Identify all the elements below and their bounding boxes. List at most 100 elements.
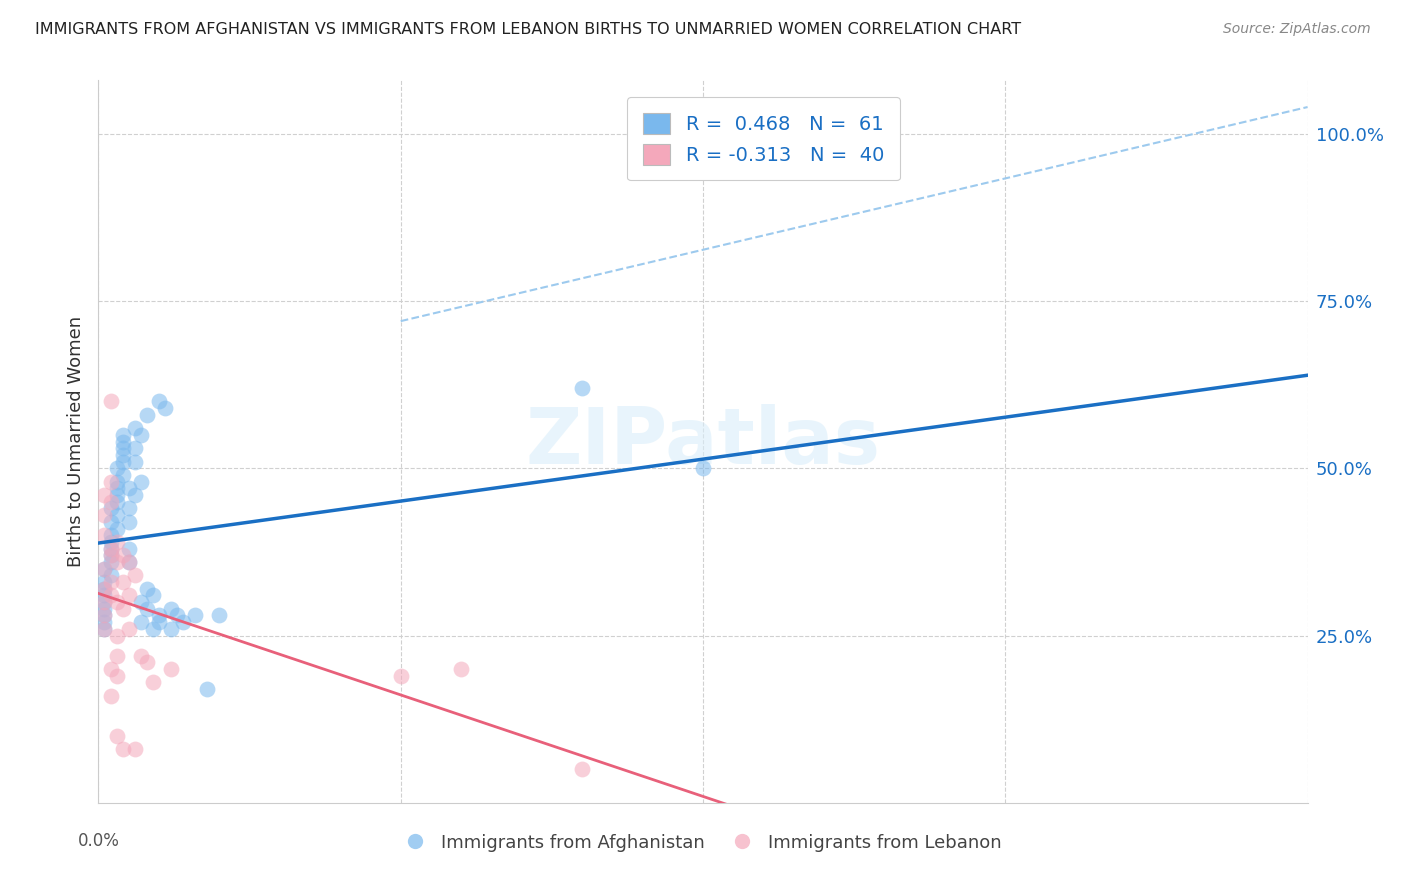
Point [160, 622, 183, 636]
Point [93, 582, 115, 596]
Point [571, 762, 593, 776]
Point [111, 442, 134, 455]
Point [93, 562, 115, 576]
Point [93, 582, 115, 596]
Point [93, 608, 115, 623]
Text: 0.0%: 0.0% [77, 831, 120, 850]
Point [135, 582, 157, 596]
Point [118, 501, 141, 516]
Point [100, 589, 122, 603]
Point [100, 515, 122, 529]
Point [105, 488, 128, 502]
Point [129, 475, 152, 489]
Point [105, 461, 128, 475]
Point [135, 408, 157, 422]
Point [124, 568, 146, 582]
Point [111, 448, 134, 462]
Point [124, 421, 146, 435]
Point [93, 589, 115, 603]
Point [129, 648, 152, 663]
Point [153, 401, 176, 416]
Point [100, 501, 122, 516]
Point [105, 628, 128, 642]
Point [118, 555, 141, 569]
Point [111, 434, 134, 449]
Point [160, 662, 183, 676]
Point [208, 608, 231, 623]
Point [93, 508, 115, 523]
Point [111, 467, 134, 482]
Point [100, 528, 122, 542]
Point [93, 562, 115, 576]
Point [100, 541, 122, 556]
Point [111, 427, 134, 442]
Point [105, 534, 128, 549]
Point [692, 461, 714, 475]
Point [389, 669, 412, 683]
Point [100, 541, 122, 556]
Point [118, 482, 141, 496]
Text: Source: ZipAtlas.com: Source: ZipAtlas.com [1223, 22, 1371, 37]
Point [105, 482, 128, 496]
Legend: Immigrants from Afghanistan, Immigrants from Lebanon: Immigrants from Afghanistan, Immigrants … [398, 826, 1008, 859]
Point [111, 575, 134, 590]
Point [124, 455, 146, 469]
Point [93, 622, 115, 636]
Point [124, 742, 146, 756]
Point [184, 608, 207, 623]
Point [105, 729, 128, 743]
Point [135, 602, 157, 616]
Point [100, 494, 122, 508]
Point [166, 608, 188, 623]
Point [142, 589, 165, 603]
Point [160, 602, 183, 616]
Point [93, 615, 115, 630]
Point [93, 602, 115, 616]
Point [100, 548, 122, 563]
Point [172, 615, 194, 630]
Point [93, 595, 115, 609]
Point [111, 602, 134, 616]
Point [148, 394, 170, 409]
Point [105, 508, 128, 523]
Point [105, 648, 128, 663]
Point [105, 669, 128, 683]
Point [105, 494, 128, 508]
Point [100, 568, 122, 582]
Point [100, 534, 122, 549]
Point [93, 622, 115, 636]
Point [105, 521, 128, 535]
Point [129, 595, 152, 609]
Point [135, 655, 157, 669]
Point [93, 575, 115, 590]
Point [195, 681, 218, 696]
Point [111, 548, 134, 563]
Point [148, 615, 170, 630]
Point [142, 675, 165, 690]
Point [571, 381, 593, 395]
Point [100, 394, 122, 409]
Point [129, 615, 152, 630]
Point [100, 555, 122, 569]
Point [93, 595, 115, 609]
Point [124, 488, 146, 502]
Y-axis label: Births to Unmarried Women: Births to Unmarried Women [66, 316, 84, 567]
Point [118, 555, 141, 569]
Text: ZIPatlas: ZIPatlas [526, 403, 880, 480]
Point [450, 662, 472, 676]
Point [93, 488, 115, 502]
Point [100, 548, 122, 563]
Point [148, 608, 170, 623]
Point [118, 589, 141, 603]
Point [100, 662, 122, 676]
Point [100, 475, 122, 489]
Point [93, 608, 115, 623]
Point [118, 541, 141, 556]
Point [105, 595, 128, 609]
Point [142, 622, 165, 636]
Point [129, 427, 152, 442]
Point [93, 528, 115, 542]
Point [105, 555, 128, 569]
Text: IMMIGRANTS FROM AFGHANISTAN VS IMMIGRANTS FROM LEBANON BIRTHS TO UNMARRIED WOMEN: IMMIGRANTS FROM AFGHANISTAN VS IMMIGRANT… [35, 22, 1021, 37]
Point [100, 575, 122, 590]
